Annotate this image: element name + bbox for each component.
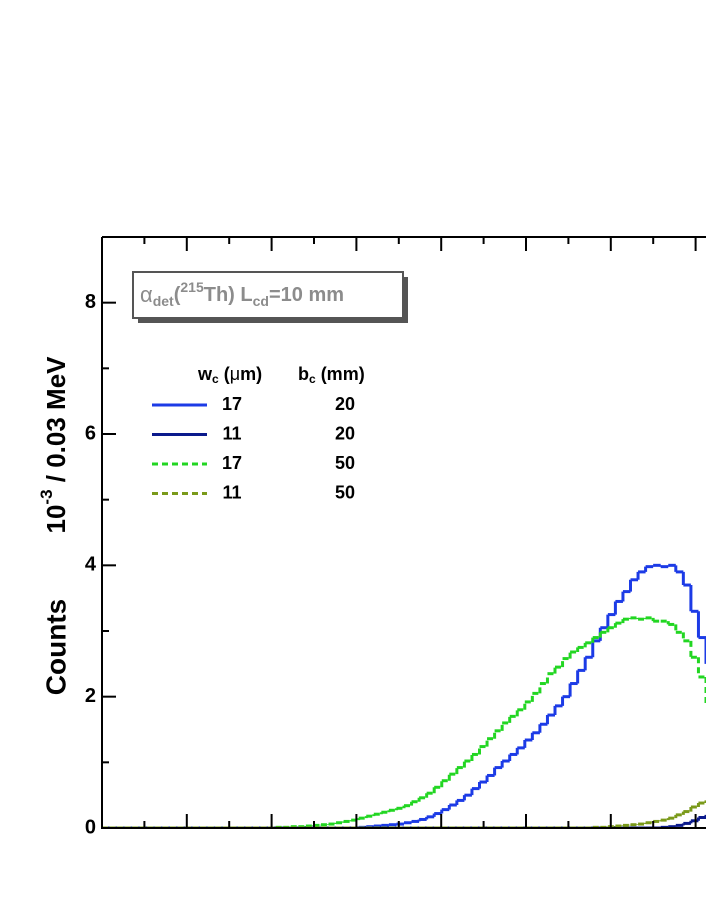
y-tick-label: 2 xyxy=(85,685,96,707)
legend-header-sub: c xyxy=(309,372,316,386)
annotation-frame xyxy=(132,271,404,319)
legend-header-text: b xyxy=(298,364,309,384)
y-axis-label-text: / 0.03 MeV xyxy=(41,356,71,490)
legend-header-text: (mm) xyxy=(316,364,365,384)
legend-bc: 20 xyxy=(335,423,355,443)
step-riser xyxy=(274,617,706,828)
legend-wc: 17 xyxy=(222,453,242,473)
legend-header-text: w xyxy=(197,364,213,384)
annotation: αdet(215Th) Lcd=10 mm xyxy=(140,279,344,309)
annotation-sub: det xyxy=(153,293,174,309)
annotation-text: ( xyxy=(174,284,181,306)
legend-wc: 11 xyxy=(222,482,241,502)
annotation-sub: cd xyxy=(253,293,269,309)
legend-header-text: ( xyxy=(219,364,230,384)
legend-header-sub: c xyxy=(212,372,219,386)
axis-frame xyxy=(101,236,706,829)
step-riser xyxy=(591,800,706,828)
legend-bc: 50 xyxy=(335,482,355,502)
annotation-text: =10 mm xyxy=(269,284,344,306)
y-axis-label: 10-3 / 0.03 MeV xyxy=(37,356,70,534)
y-tick-label: 6 xyxy=(85,422,96,444)
annotation-sup: 215 xyxy=(180,279,204,295)
legend-header: wc (μm) xyxy=(197,364,262,386)
step-riser xyxy=(357,565,706,828)
y-tick-label: 0 xyxy=(85,816,96,838)
histogram-series xyxy=(102,563,706,829)
legend-wc: 17 xyxy=(222,394,242,414)
y-tick-label: 8 xyxy=(85,291,96,313)
legend-bc: 20 xyxy=(335,394,355,414)
annotation-text: Th) L xyxy=(204,284,253,306)
legend-wc: 11 xyxy=(222,423,241,443)
annotation-alpha: α xyxy=(140,282,153,307)
histogram-series xyxy=(102,616,706,829)
annotation-box: αdet(215Th) Lcd=10 mm xyxy=(132,271,408,323)
legend-header-text: μ xyxy=(230,364,240,384)
y-axis-label-text: 10 xyxy=(41,505,71,534)
y-axis-label: Counts xyxy=(40,599,71,695)
legend-bc: 50 xyxy=(335,453,355,473)
legend-header: bc (mm) xyxy=(298,364,365,386)
y-tick-label: 4 xyxy=(85,554,97,576)
legend-header-text: m) xyxy=(240,364,262,384)
y-axis-label-sup: -3 xyxy=(37,489,56,504)
plot-area xyxy=(102,563,706,829)
